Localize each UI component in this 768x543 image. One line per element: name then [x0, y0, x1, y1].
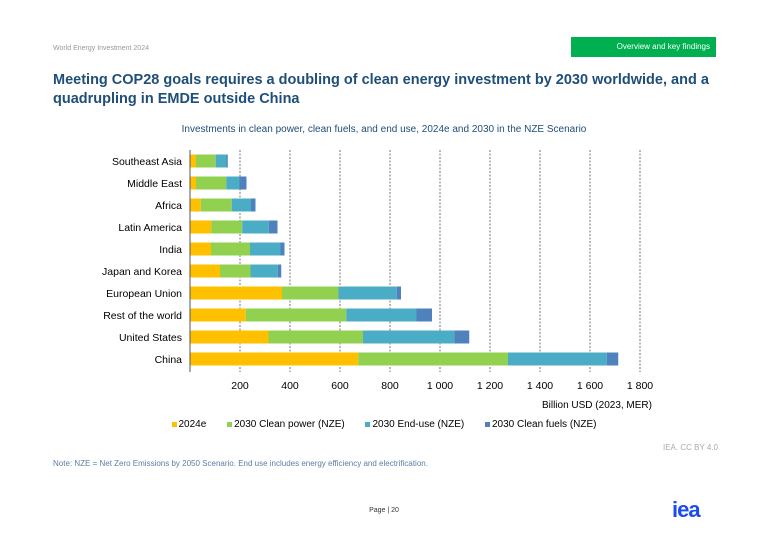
bar-segment — [190, 220, 212, 234]
x-tick-label: 1 400 — [527, 380, 553, 392]
chart-title: Investments in clean power, clean fuels,… — [181, 124, 587, 135]
bar-segment — [268, 330, 363, 344]
bar-segment — [277, 264, 282, 278]
bar-segment — [200, 198, 232, 212]
bar-segment — [211, 242, 250, 256]
bar-segment — [190, 198, 201, 212]
legend-item: 2030 Clean fuels (NZE) — [484, 419, 597, 430]
bar-segment — [190, 308, 246, 322]
legend-item: 2024e — [171, 419, 207, 430]
bar-segment — [338, 286, 397, 300]
legend-label: 2024e — [178, 419, 207, 430]
legend-swatch — [365, 421, 371, 427]
bar-segment — [190, 330, 269, 344]
x-tick-label: 1 800 — [627, 380, 653, 392]
y-category-label: Africa — [155, 200, 182, 212]
bar-segment — [190, 286, 282, 300]
bar-segment — [606, 352, 619, 366]
y-category-label: Latin America — [118, 222, 182, 234]
bar-segment — [190, 352, 359, 366]
y-category-label: European Union — [106, 288, 182, 300]
bar-segment — [250, 242, 281, 256]
x-tick-label: 1 200 — [477, 380, 503, 392]
bar-segment — [211, 220, 243, 234]
x-axis-title: Billion USD (2023, MER) — [542, 400, 652, 411]
note: Note: NZE = Net Zero Emissions by 2050 S… — [53, 459, 428, 468]
page-number: Page | 20 — [369, 507, 399, 514]
bar-segment — [190, 176, 196, 190]
bar-segment — [416, 308, 432, 322]
x-tick-label: 400 — [281, 380, 299, 392]
bar-segment — [268, 220, 278, 234]
bar-segment — [282, 286, 339, 300]
bar-segment — [242, 220, 269, 234]
legend: 2024e 2030 Clean power (NZE) 2030 End-us… — [0, 419, 768, 430]
bar-segment — [346, 308, 417, 322]
bar-segment — [508, 352, 607, 366]
x-tick-label: 600 — [331, 380, 349, 392]
bar-segment — [226, 154, 228, 168]
bar-segment — [239, 176, 247, 190]
bar-segment — [358, 352, 508, 366]
svg-text:iea: iea — [672, 499, 701, 521]
bar-segment — [196, 154, 216, 168]
legend-swatch — [484, 421, 490, 427]
bar-segment — [231, 198, 251, 212]
bar-segment — [250, 264, 278, 278]
section-tab[interactable]: Overview and key findings — [571, 37, 716, 57]
bar-segment — [245, 308, 347, 322]
legend-label: 2030 End-use (NZE) — [372, 419, 465, 430]
bar-segment — [190, 154, 196, 168]
bar-segment — [220, 264, 251, 278]
y-category-label: United States — [119, 332, 182, 344]
y-category-label: Middle East — [127, 178, 182, 190]
x-tick-label: 200 — [231, 380, 249, 392]
y-category-label: Rest of the world — [103, 310, 182, 322]
bar-segment — [190, 242, 211, 256]
page-title: Meeting COP28 goals requires a doubling … — [53, 72, 709, 107]
legend-swatch — [171, 421, 177, 427]
legend-item: 2030 Clean power (NZE) — [227, 419, 345, 430]
bar-segment — [251, 198, 256, 212]
credit: IEA. CC BY 4.0 — [663, 443, 718, 452]
y-category-label: Japan and Korea — [102, 266, 182, 278]
bar-segment — [190, 264, 220, 278]
x-tick-label: 1 600 — [577, 380, 603, 392]
iea-logo: iea — [672, 499, 702, 521]
bar-segment — [280, 242, 285, 256]
bar-segment — [396, 286, 401, 300]
bar-segment — [226, 176, 240, 190]
y-category-label: Southeast Asia — [112, 156, 182, 168]
x-tick-label: 800 — [381, 380, 399, 392]
report-name: World Energy Investment 2024 — [53, 45, 149, 52]
legend-label: 2030 Clean power (NZE) — [234, 419, 345, 430]
bar-chart: 200 400 600 800 1 000 1 200 1 400 1 600 1 800 Sou… — [102, 150, 653, 411]
bar-segment — [215, 154, 227, 168]
y-category-label: China — [155, 354, 183, 366]
bar-segment — [454, 330, 470, 344]
legend-swatch — [227, 421, 233, 427]
legend-label: 2030 Clean fuels (NZE) — [491, 419, 597, 430]
x-tick-label: 1 000 — [427, 380, 453, 392]
bar-segment — [196, 176, 227, 190]
bar-segment — [363, 330, 455, 344]
legend-item: 2030 End-use (NZE) — [365, 419, 464, 430]
y-category-label: India — [159, 244, 182, 256]
